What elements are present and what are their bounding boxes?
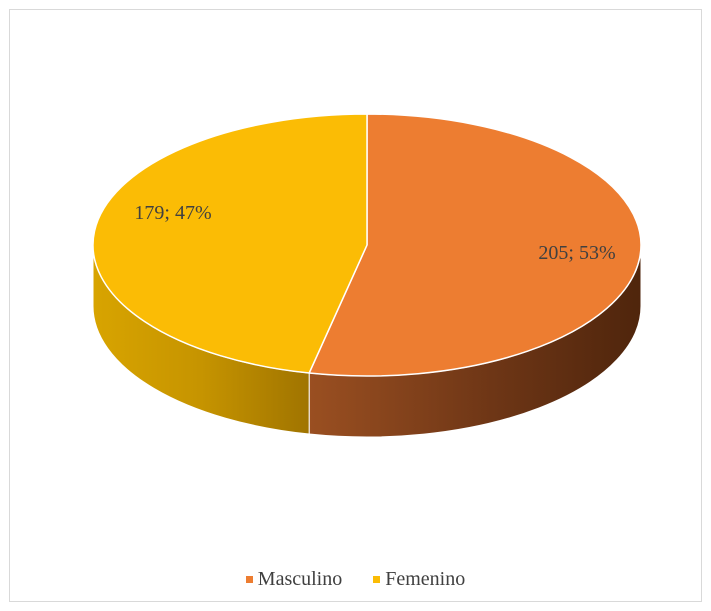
pie-labels: 205; 53% 179; 47% (134, 202, 615, 264)
legend: Masculino Femenino (0, 566, 711, 591)
legend-label-masculino: Masculino (257, 568, 343, 590)
legend-swatch-masculino (245, 576, 253, 583)
pie-slice-femenino (92, 113, 368, 374)
pie-slice-masculino (308, 113, 642, 377)
legend-label-femenino: Femenino (385, 568, 466, 590)
legend-item-femenino: Femenino (373, 568, 465, 591)
data-label-femenino: 179; 47% (134, 202, 211, 224)
legend-item-masculino: Masculino (245, 568, 343, 591)
pie-tops (92, 113, 642, 377)
legend-swatch-femenino (373, 576, 381, 583)
data-label-masculino: 205; 53% (538, 242, 615, 264)
